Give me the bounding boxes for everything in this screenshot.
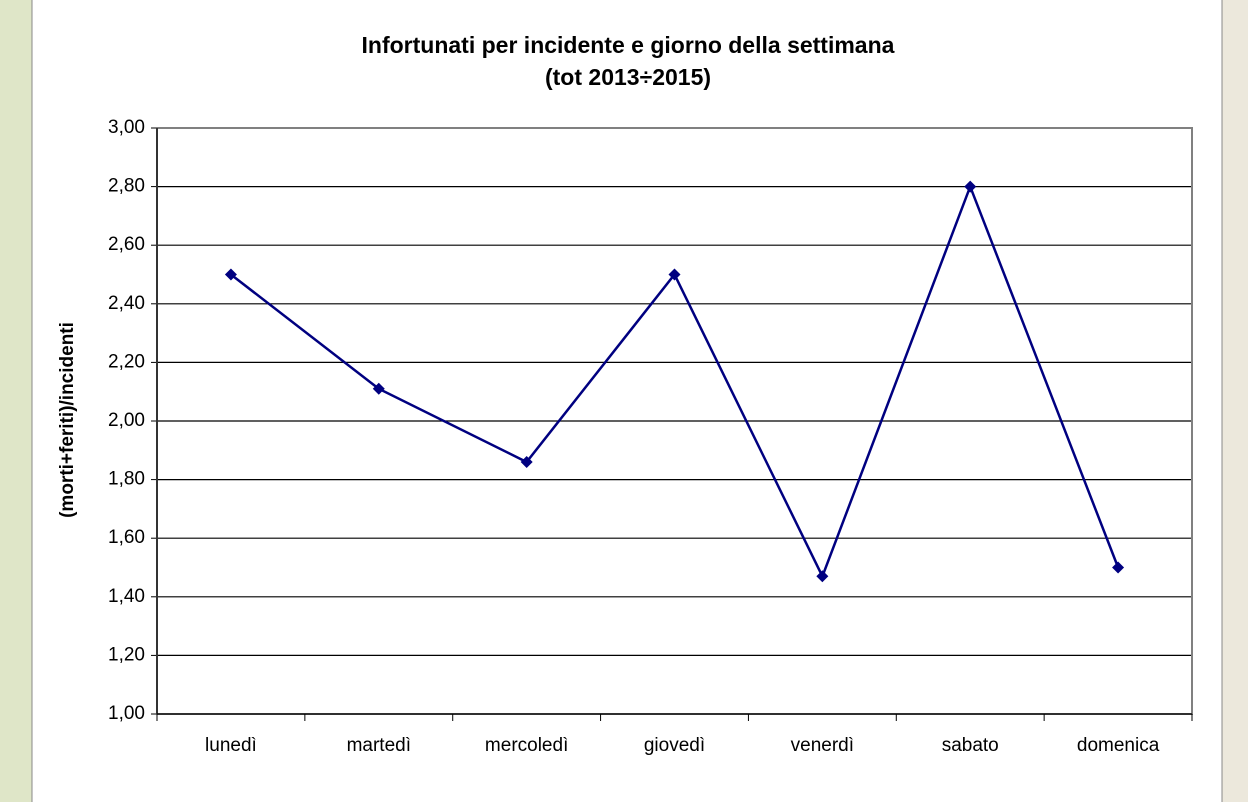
x-tick-label: giovedì: [644, 735, 705, 756]
chart-title: Infortunati per incidente e giorno della…: [362, 32, 895, 58]
y-tick-label: 2,20: [108, 351, 145, 372]
x-tick-label: martedì: [347, 735, 411, 756]
x-tick-label: lunedì: [205, 735, 257, 756]
x-tick-label: sabato: [942, 735, 999, 756]
y-tick-label: 3,00: [108, 117, 145, 138]
x-tick-label: domenica: [1077, 735, 1160, 756]
x-tick-label: mercoledì: [485, 735, 568, 756]
y-tick-label: 2,80: [108, 176, 145, 197]
y-tick-label: 2,40: [108, 293, 145, 314]
background: [0, 0, 1248, 802]
y-tick-label: 2,00: [108, 410, 145, 431]
y-tick-label: 1,20: [108, 644, 145, 665]
y-tick-label: 1,00: [108, 703, 145, 724]
y-tick-label: 1,60: [108, 527, 145, 548]
chart-subtitle: (tot 2013÷2015): [545, 64, 711, 90]
map-strip-right: [1222, 0, 1248, 802]
y-axis-title: (morti+feriti)/incidenti: [57, 322, 78, 518]
map-strip-left: [0, 0, 32, 802]
x-tick-label: venerdì: [791, 735, 854, 756]
y-tick-label: 1,40: [108, 586, 145, 607]
page: Infortunati per incidente e giorno della…: [0, 0, 1248, 802]
chart: Infortunati per incidente e giorno della…: [0, 0, 1248, 802]
y-tick-label: 2,60: [108, 234, 145, 255]
y-tick-label: 1,80: [108, 469, 145, 490]
